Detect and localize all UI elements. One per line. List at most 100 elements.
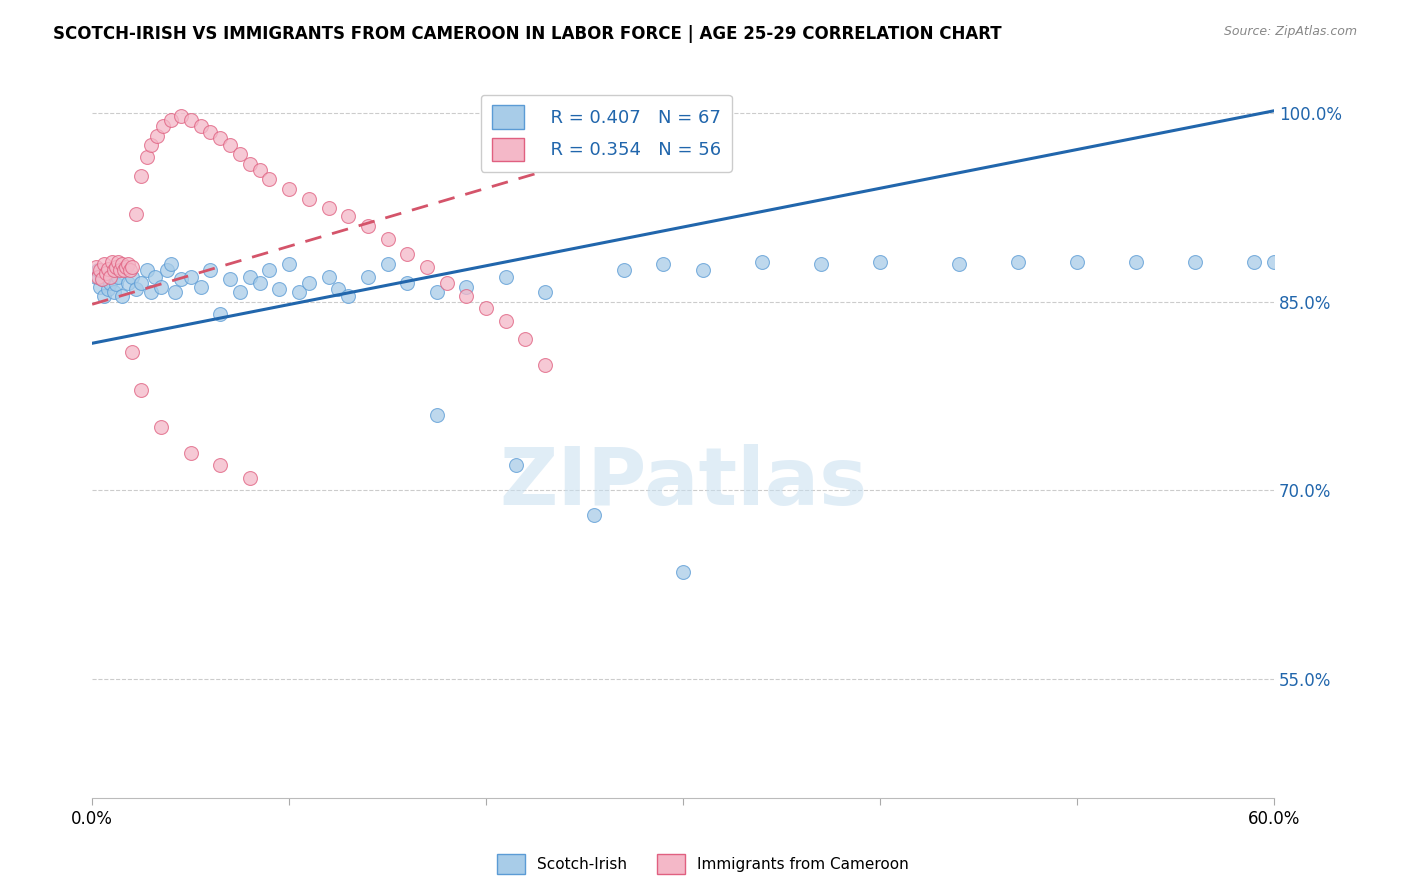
Point [112,263,135,277]
Point [91,272,114,286]
Point [318,201,340,215]
Point [111,257,134,271]
Point [1263,254,1285,268]
Point [298,276,321,290]
Point [97,282,120,296]
Point [475,301,498,315]
Point [337,288,360,302]
Point [209,131,232,145]
Point [229,285,252,299]
Point [613,263,636,277]
Point [87,263,110,277]
Point [377,232,399,246]
Point [84,260,107,274]
Point [117,257,139,271]
Point [259,171,281,186]
Point [249,276,271,290]
Point [156,263,179,277]
Point [495,269,517,284]
Point [103,285,125,299]
Point [104,260,127,274]
Point [1184,254,1206,268]
Point [396,247,419,261]
Point [136,150,159,164]
Point [426,285,449,299]
Point [170,272,193,286]
Point [89,263,111,277]
Point [219,272,242,286]
Point [515,333,537,347]
Point [121,260,143,274]
Point [141,137,163,152]
Point [118,263,141,277]
Point [583,508,606,523]
Point [160,112,183,127]
Point [298,192,321,206]
Point [1066,254,1088,268]
Point [377,257,399,271]
Point [94,266,117,280]
Point [146,128,169,143]
Point [124,282,146,296]
Point [328,282,350,296]
Point [107,254,129,268]
Point [269,282,291,296]
Point [318,269,340,284]
Point [219,137,242,152]
Point [160,257,183,271]
Point [98,269,121,284]
Point [150,279,173,293]
Point [136,263,159,277]
Point [692,263,714,277]
Point [505,458,527,472]
Point [131,276,153,290]
Point [948,257,970,271]
Point [200,125,222,139]
Point [107,269,129,284]
Point [93,288,115,302]
Point [114,260,136,274]
Point [94,266,117,280]
Point [141,285,163,299]
Point [200,263,222,277]
Point [456,288,478,302]
Legend:   R = 0.407   N = 67,   R = 0.354   N = 56: R = 0.407 N = 67, R = 0.354 N = 56 [481,95,731,171]
Point [170,109,193,123]
Point [180,112,202,127]
Point [869,254,891,268]
Point [652,257,675,271]
Point [131,169,153,183]
Point [357,219,380,234]
Point [229,146,252,161]
Point [436,276,458,290]
Point [209,307,232,321]
Point [97,262,120,277]
Point [416,260,439,274]
Point [121,269,143,284]
Point [89,279,111,293]
Text: SCOTCH-IRISH VS IMMIGRANTS FROM CAMEROON IN LABOR FORCE | AGE 25-29 CORRELATION : SCOTCH-IRISH VS IMMIGRANTS FROM CAMEROON… [53,25,1002,43]
Point [117,276,139,290]
Point [426,408,449,422]
Text: Source: ZipAtlas.com: Source: ZipAtlas.com [1223,25,1357,38]
Point [495,313,517,327]
Point [239,471,262,485]
Point [108,263,131,277]
Point [534,358,557,372]
Point [98,276,121,290]
Point [278,257,301,271]
Point [101,254,124,268]
Point [103,263,125,277]
Point [751,254,773,268]
Point [288,285,311,299]
Point [124,207,146,221]
Point [672,565,695,579]
Point [180,269,202,284]
Point [239,269,262,284]
Point [357,269,380,284]
Point [259,263,281,277]
Legend: Scotch-Irish, Immigrants from Cameroon: Scotch-Irish, Immigrants from Cameroon [491,848,915,880]
Point [396,276,419,290]
Point [152,119,174,133]
Point [87,269,110,284]
